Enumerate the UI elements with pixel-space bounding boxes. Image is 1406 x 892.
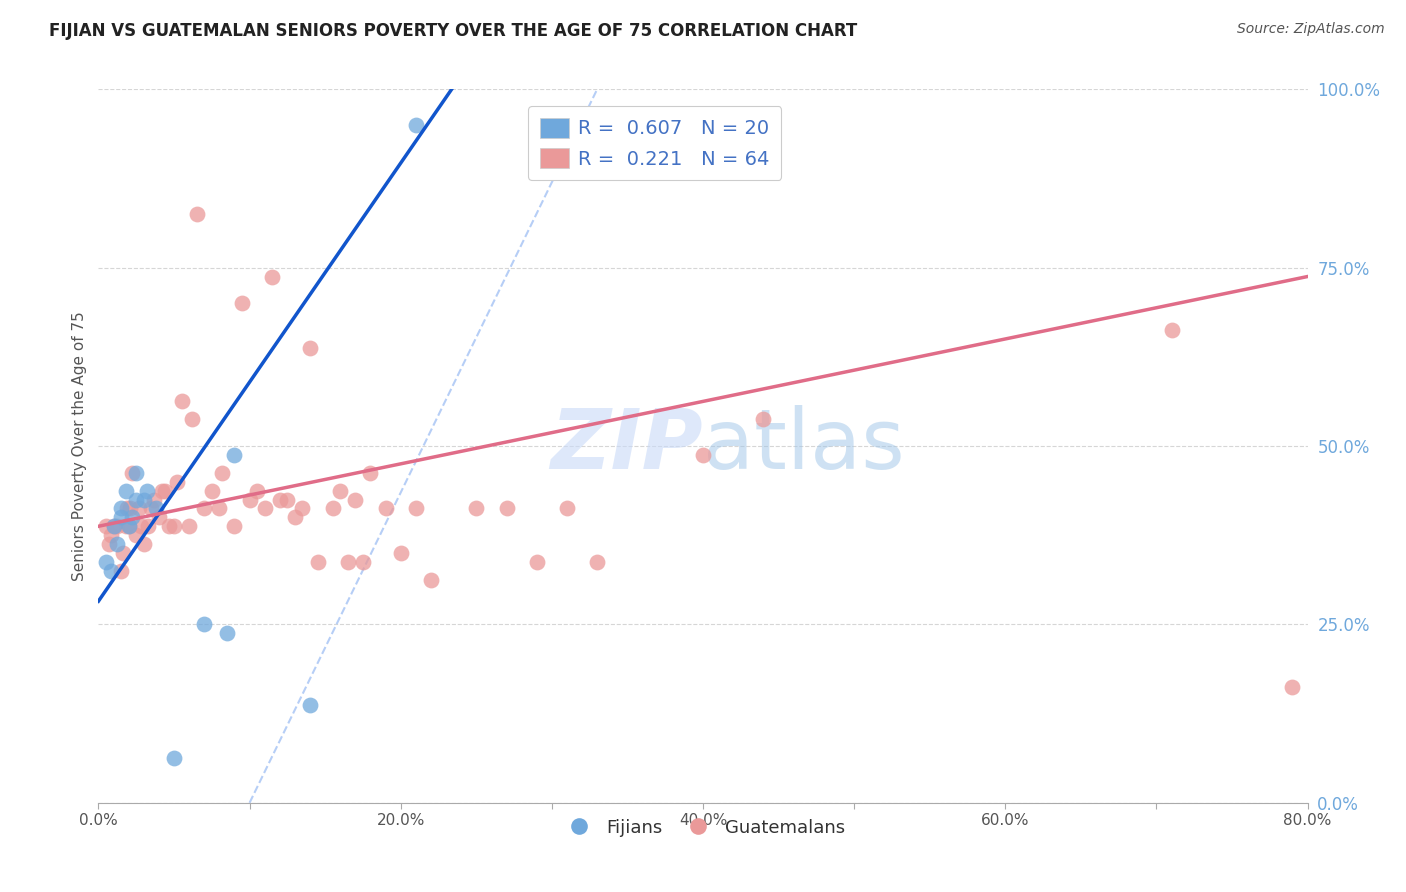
- Point: [114, 483, 136, 498]
- Point: [1281, 680, 1303, 694]
- Point: [231, 296, 253, 310]
- Point: [555, 501, 578, 516]
- Point: [110, 564, 132, 578]
- Point: [135, 483, 157, 498]
- Text: ZIP: ZIP: [550, 406, 703, 486]
- Point: [224, 448, 246, 462]
- Point: [344, 492, 367, 507]
- Point: [307, 555, 329, 569]
- Point: [111, 546, 134, 560]
- Point: [132, 537, 155, 551]
- Point: [166, 475, 188, 489]
- Point: [329, 483, 352, 498]
- Point: [360, 466, 382, 480]
- Point: [181, 412, 204, 426]
- Point: [284, 510, 307, 524]
- Point: [103, 519, 125, 533]
- Point: [170, 394, 193, 409]
- Point: [186, 207, 208, 221]
- Text: Source: ZipAtlas.com: Source: ZipAtlas.com: [1237, 22, 1385, 37]
- Point: [193, 501, 215, 516]
- Point: [143, 492, 166, 507]
- Point: [336, 555, 359, 569]
- Point: [405, 501, 427, 516]
- Point: [94, 519, 117, 533]
- Point: [269, 492, 291, 507]
- Point: [163, 751, 186, 765]
- Point: [299, 698, 322, 712]
- Point: [692, 448, 714, 462]
- Point: [211, 466, 233, 480]
- Point: [495, 501, 517, 516]
- Point: [120, 501, 142, 516]
- Text: FIJIAN VS GUATEMALAN SENIORS POVERTY OVER THE AGE OF 75 CORRELATION CHART: FIJIAN VS GUATEMALAN SENIORS POVERTY OVE…: [49, 22, 858, 40]
- Point: [299, 341, 322, 355]
- Point: [103, 519, 125, 533]
- Point: [224, 519, 246, 533]
- Point: [752, 412, 775, 426]
- Point: [125, 466, 148, 480]
- Point: [105, 537, 128, 551]
- Point: [276, 492, 298, 507]
- Point: [100, 564, 122, 578]
- Point: [405, 118, 427, 132]
- Point: [291, 501, 314, 516]
- Point: [246, 483, 269, 498]
- Point: [125, 528, 148, 542]
- Point: [110, 501, 132, 516]
- Point: [374, 501, 396, 516]
- Point: [208, 501, 231, 516]
- Point: [215, 626, 238, 640]
- Point: [148, 510, 170, 524]
- Point: [389, 546, 412, 560]
- Point: [420, 573, 443, 587]
- Point: [129, 519, 152, 533]
- Point: [125, 492, 148, 507]
- Y-axis label: Seniors Poverty Over the Age of 75: Seniors Poverty Over the Age of 75: [72, 311, 87, 581]
- Text: atlas: atlas: [703, 406, 904, 486]
- Point: [132, 492, 155, 507]
- Legend: Fijians, Guatemalans: Fijians, Guatemalans: [554, 812, 852, 844]
- Point: [159, 519, 181, 533]
- Point: [128, 501, 150, 516]
- Point: [526, 555, 548, 569]
- Point: [98, 537, 121, 551]
- Point: [239, 492, 262, 507]
- Point: [94, 555, 117, 569]
- Point: [100, 528, 122, 542]
- Point: [201, 483, 224, 498]
- Point: [141, 501, 163, 516]
- Point: [1160, 323, 1182, 337]
- Point: [465, 501, 488, 516]
- Point: [352, 555, 374, 569]
- Point: [253, 501, 276, 516]
- Point: [121, 510, 143, 524]
- Point: [110, 510, 132, 524]
- Point: [136, 519, 159, 533]
- Point: [322, 501, 344, 516]
- Point: [179, 519, 201, 533]
- Point: [118, 519, 141, 533]
- Point: [118, 519, 141, 533]
- Point: [193, 617, 215, 632]
- Point: [121, 466, 143, 480]
- Point: [145, 501, 167, 516]
- Point: [114, 519, 136, 533]
- Point: [153, 483, 176, 498]
- Point: [163, 519, 186, 533]
- Point: [115, 501, 138, 516]
- Point: [105, 519, 128, 533]
- Point: [586, 555, 609, 569]
- Point: [262, 269, 284, 284]
- Point: [150, 483, 173, 498]
